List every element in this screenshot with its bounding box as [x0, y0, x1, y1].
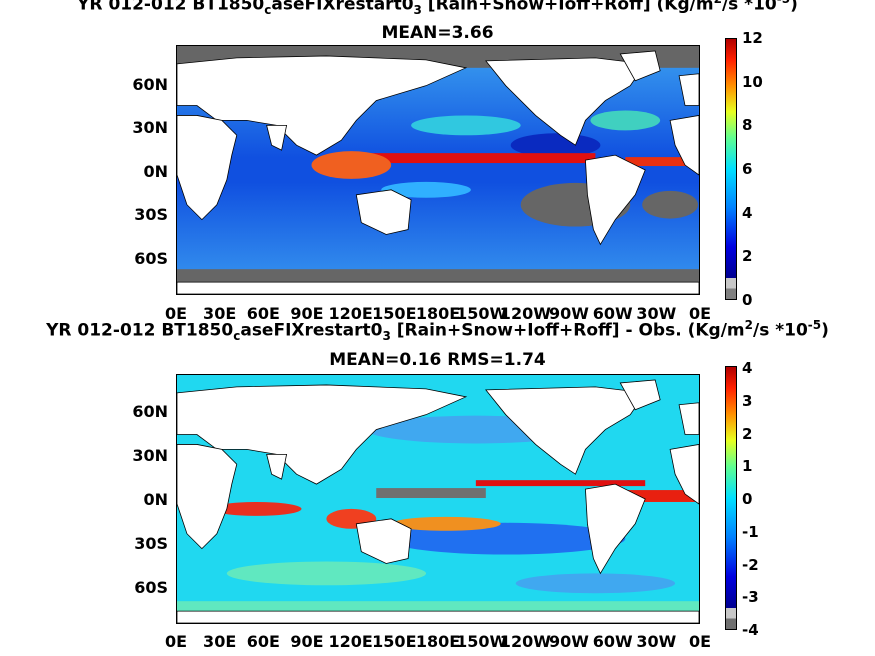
panel1-lat-60s: 60S [134, 249, 168, 268]
panel1-lon-tick: 60E [246, 304, 280, 323]
panel1-map [176, 45, 700, 295]
panel1-europe-east [678, 73, 699, 106]
panel1-lat-0n: 0N [143, 162, 168, 181]
panel2-lon-tick: 150W [456, 632, 508, 651]
panel2-south-america [585, 483, 646, 575]
panel2-europe-east [678, 402, 699, 435]
panel2-colorbar-tick: 3 [742, 391, 753, 410]
panel2-title: YR 012-012 BT1850caseFIXrestart03 [Rain+… [46, 318, 829, 344]
panel1-colorbar-tick: 12 [742, 29, 763, 47]
panel2-africa [177, 444, 238, 550]
panel1-colorbar [725, 38, 737, 300]
panel2-lon-axis: 0E 30E 60E 90E 120E 150E 180E 150W 120W 90W 60W 30W… [160, 632, 720, 652]
panel1-lon-tick: 30E [203, 304, 237, 323]
panel2-colorbar-tick: -3 [742, 588, 759, 607]
panel2-south-band [177, 601, 699, 612]
panel2-lon-tick: 120E [328, 632, 373, 651]
panel1-spcz [381, 181, 471, 198]
panel2-spcz [391, 516, 501, 531]
panel1-warmpool [311, 151, 392, 179]
panel1-india [266, 124, 288, 151]
panel1-colorbar-tick: 0 [742, 291, 753, 309]
panel1-greenland [619, 50, 661, 82]
panel1-lon-tick: 120W [499, 304, 551, 323]
panel2-band-5 [515, 573, 676, 594]
panel2-colorbar-tick: 0 [742, 490, 753, 508]
panel2-australia [355, 518, 412, 564]
panel1-lon-tick: 150E [372, 304, 417, 323]
panel1-itcz-pacific [366, 153, 596, 164]
panel2-lon-tick: 0E [164, 632, 188, 651]
panel2-colorbar-tick: 2 [742, 424, 753, 443]
panel1-lon-tick: 90E [290, 304, 324, 323]
panel2-lon-tick: 150E [372, 632, 417, 651]
panel1-colorbar-tick: 6 [742, 160, 753, 178]
panel1-lon-tick: 60W [592, 304, 633, 323]
panel2-africa-west [669, 444, 699, 505]
panel2-itcz-red [475, 480, 646, 487]
panel2-colorbar-tick: -4 [742, 621, 759, 639]
panel2-lon-tick: 0E [688, 632, 712, 651]
panel1-africa-west [669, 115, 699, 176]
panel1-lon-tick: 180E [415, 304, 461, 323]
panel2-colorbar-tick: 4 [742, 359, 753, 377]
panel1-lon-axis: 0E 30E 60E 90E 120E 150E 180E 150W 120W 90W 60W 30W… [160, 304, 720, 324]
panel2-antarctica [177, 610, 699, 623]
panel2-io-red [211, 501, 302, 516]
panel2-lat-30s: 30S [134, 534, 168, 553]
panel2-pac-dry [376, 488, 486, 499]
panel2-india [266, 453, 288, 480]
panel2-lon-tick: 60E [246, 632, 280, 651]
panel1-eurasia [177, 55, 468, 156]
panel1-natl [590, 110, 661, 131]
panel2-lon-tick: 90W [549, 632, 589, 651]
panel1-lon-tick: 120E [328, 304, 373, 323]
panel1-lon-tick: 0E [688, 304, 712, 323]
panel1-itcz-atlantic [625, 157, 696, 167]
panel1-nwpac [411, 115, 521, 136]
panel1-colorbar-tick: 2 [742, 247, 753, 266]
panel2-colorbar-tick: -2 [742, 555, 759, 574]
panel2-colorbar-tick: 1 [742, 457, 753, 476]
panel2-greenland [619, 379, 661, 411]
panel2-colorbar [725, 366, 737, 630]
panel1-colorbar-tick: 10 [742, 72, 763, 91]
panel2-band-3 [386, 522, 626, 555]
panel2-lat-30n: 30N [132, 446, 168, 465]
panel2-lon-tick: 90E [290, 632, 324, 651]
panel1-stats: MEAN=3.66 [381, 23, 494, 43]
panel2-lon-tick: 30E [203, 632, 237, 651]
panel1-lon-tick: 0E [164, 304, 188, 323]
panel2-lon-tick: 30W [636, 632, 677, 651]
panel2-colorbar-tick: -1 [742, 522, 759, 541]
panel2-band-4 [226, 561, 427, 586]
panel2-atl-red [625, 490, 696, 502]
panel2-lat-60s: 60S [134, 578, 168, 597]
panel1-lon-tick: 150W [456, 304, 508, 323]
panel1-colorbar-tick: 8 [742, 116, 753, 135]
panel2-lon-tick: 60W [592, 632, 633, 651]
panel1-colorbar-tick: 4 [742, 203, 753, 222]
panel2-lon-tick: 180E [415, 632, 461, 651]
panel2-map [176, 374, 700, 624]
panel1-dry-atlantic-s [642, 190, 699, 219]
panel1-lon-tick: 30W [636, 304, 677, 323]
panel1-australia [355, 189, 412, 235]
panel1-antarctica [177, 281, 699, 294]
panel1-title: YR 012-012 BT1850caseFIXrestart03 [Rain+… [77, 0, 798, 18]
panel1-africa [177, 115, 238, 221]
panel2-eurasia [177, 384, 468, 485]
panel1-lon-tick: 90W [549, 304, 589, 323]
panel1-lat-30s: 30S [134, 205, 168, 224]
panel1-lat-60n: 60N [132, 75, 168, 94]
panel2-lat-60n: 60N [132, 402, 168, 421]
panel2-lat-0n: 0N [143, 490, 168, 509]
panel2-stats: MEAN=0.16 RMS=1.74 [329, 350, 546, 370]
panel1-south-america [585, 154, 646, 246]
panel2-lon-tick: 120W [499, 632, 551, 651]
panel1-lat-30n: 30N [132, 118, 168, 137]
